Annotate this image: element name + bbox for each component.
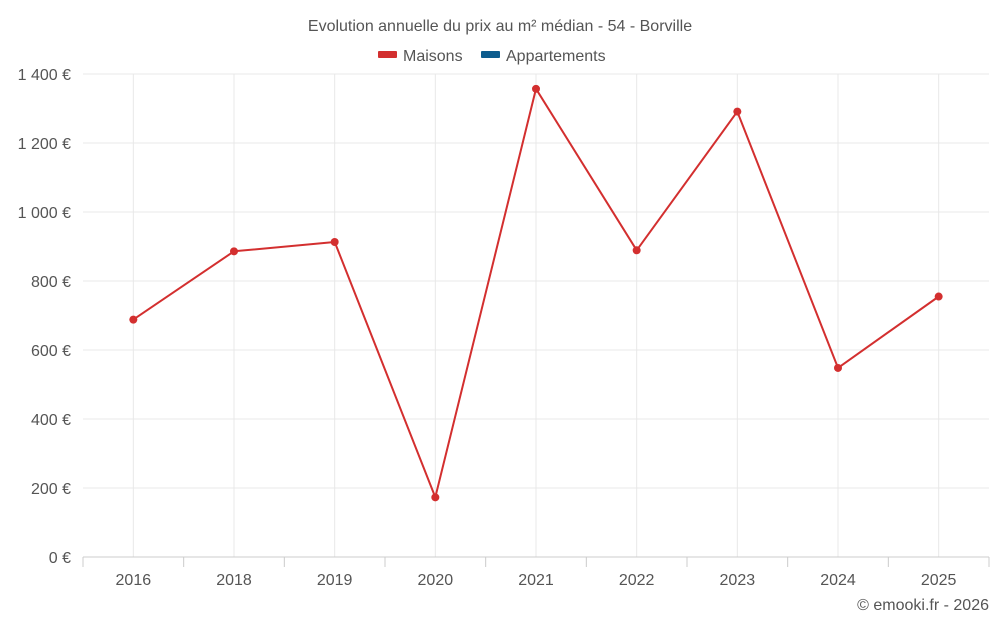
y-tick-label: 400 € — [31, 412, 71, 429]
legend-item-appartements: Appartements — [481, 48, 606, 65]
y-tick-label: 600 € — [31, 343, 71, 360]
x-tick-label: 2018 — [216, 572, 252, 589]
y-tick-label: 1 200 € — [18, 136, 71, 153]
chart-title: Evolution annuelle du prix au m² médian … — [308, 18, 692, 35]
legend: Maisons Appartements — [378, 48, 606, 65]
y-tick-label: 800 € — [31, 274, 71, 291]
gridlines — [83, 73, 989, 557]
data-point — [230, 247, 238, 256]
credit-text: © emooki.fr - 2026 — [857, 597, 989, 614]
axes: 0 € 200 € 400 € 600 € 800 € 1 000 € 1 200 € 1 4… — [18, 67, 990, 589]
x-tick-label: 2021 — [518, 572, 554, 589]
x-tick-label: 2020 — [418, 572, 454, 589]
data-point — [129, 315, 138, 324]
data-point — [431, 493, 440, 502]
data-point — [632, 246, 641, 255]
x-tick-label: 2025 — [921, 572, 957, 589]
data-point — [834, 363, 842, 372]
data-point — [330, 238, 339, 247]
x-tick-label: 2022 — [619, 572, 655, 589]
y-tick-label: 200 € — [31, 481, 71, 498]
legend-swatch — [378, 51, 397, 58]
series-layer — [129, 84, 943, 502]
legend-item-maisons: Maisons — [378, 48, 463, 65]
data-point — [733, 107, 742, 116]
data-point — [934, 292, 943, 301]
x-tick-label: 2024 — [820, 572, 856, 589]
legend-label: Maisons — [403, 48, 463, 65]
x-tick-label: 2016 — [116, 572, 152, 589]
y-tick-label: 0 € — [49, 550, 71, 567]
data-point — [532, 84, 540, 93]
legend-label: Appartements — [506, 48, 606, 65]
legend-swatch — [481, 51, 500, 58]
x-tick-label: 2023 — [720, 572, 756, 589]
y-tick-label: 1 000 € — [18, 205, 71, 222]
y-tick-label: 1 400 € — [18, 67, 71, 84]
x-tick-label: 2019 — [317, 572, 353, 589]
